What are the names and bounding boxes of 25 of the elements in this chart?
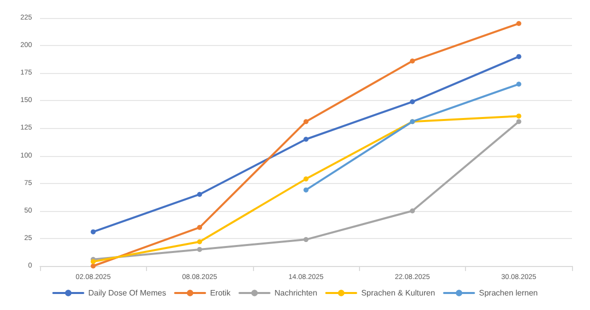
point: [90, 229, 96, 234]
point: [197, 246, 202, 252]
point: [304, 136, 308, 142]
point: [90, 259, 96, 264]
point: [304, 119, 308, 124]
legend-label: Erotik: [210, 288, 232, 298]
point: [304, 187, 308, 192]
point: [197, 192, 202, 197]
legend-label: Sprachen lernen: [479, 288, 538, 298]
point: [304, 237, 308, 242]
point: [516, 21, 522, 26]
point: [516, 114, 522, 119]
point: [90, 264, 96, 268]
legend-label: Sprachen & Kulturen: [361, 288, 436, 298]
point: [197, 239, 202, 244]
point: [304, 176, 308, 182]
point: [516, 54, 522, 60]
point: [516, 119, 522, 124]
legend-label: Daily Dose Of Memes: [88, 288, 166, 298]
point: [410, 99, 415, 104]
legend-label: Nachrichten: [274, 288, 318, 298]
point: [410, 58, 415, 64]
point: [516, 82, 522, 87]
point: [197, 224, 202, 230]
point: [410, 208, 415, 214]
